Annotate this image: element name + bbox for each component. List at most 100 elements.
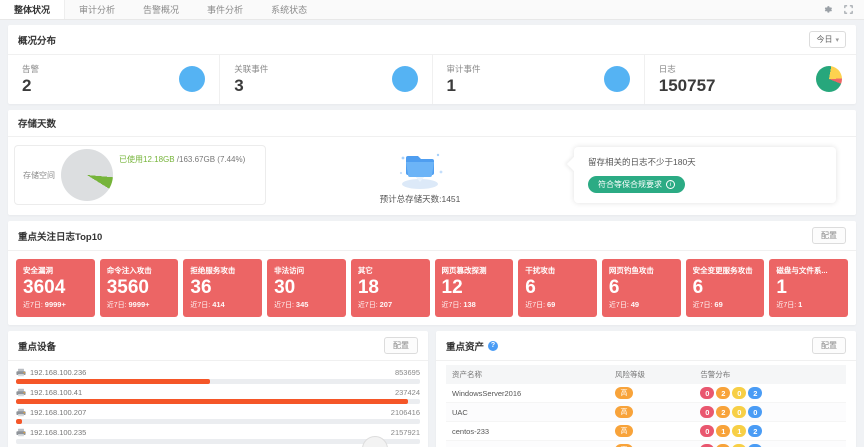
col-asset-name: 资产名称 bbox=[452, 370, 482, 379]
topbar-icons bbox=[822, 0, 864, 19]
help-icon[interactable]: ? bbox=[488, 340, 499, 351]
log-card[interactable]: 其它 18 近7日: 207 bbox=[350, 259, 430, 317]
recent-label: 近7日: bbox=[525, 301, 546, 309]
device-row[interactable]: 192.168.100.236 853695 bbox=[16, 365, 420, 385]
critical-count-badge: 0 bbox=[700, 444, 715, 447]
log-card-value: 3604 bbox=[23, 277, 66, 298]
tab-event-analysis[interactable]: 事件分析 bbox=[207, 5, 244, 15]
device-row[interactable]: 192.168.100.41 237424 bbox=[16, 385, 420, 405]
fullscreen-icon[interactable] bbox=[843, 4, 854, 15]
stat-label: 审计事件 bbox=[446, 64, 481, 74]
overview-stats: 告警 2 关联事件 3 审计事件 1 日志 1 bbox=[8, 55, 856, 104]
devices-config-button[interactable]: 配置 bbox=[384, 337, 418, 354]
tab-system-status[interactable]: 系统状态 bbox=[271, 5, 308, 15]
stat-value: 3 bbox=[234, 76, 244, 95]
stat-audit-events[interactable]: 审计事件 1 bbox=[433, 55, 645, 104]
log-card-name: 其它 bbox=[357, 266, 373, 275]
asset-name: Windows7 bbox=[452, 446, 615, 447]
log-card[interactable]: 网页篡改探测 12 近7日: 138 bbox=[434, 259, 514, 317]
device-row[interactable]: 192.168.100.235 2157921 bbox=[16, 425, 420, 445]
top-logs-section: 重点关注日志Top10 配置 安全漏洞 3604 近7日: 9999+ 命令注入… bbox=[8, 221, 856, 325]
low-count-badge: 2 bbox=[748, 444, 763, 447]
alert-badges: 0 1 1 2 bbox=[700, 425, 840, 437]
log-card-value: 3560 bbox=[106, 277, 149, 298]
log-card[interactable]: 磁盘与文件系... 1 近7日: 1 bbox=[769, 259, 849, 317]
stat-logs[interactable]: 日志 150757 bbox=[645, 55, 856, 104]
assets-config-button[interactable]: 配置 bbox=[812, 337, 846, 354]
log-card-name: 干扰攻击 bbox=[525, 266, 556, 275]
device-ip: 192.168.100.207 bbox=[30, 408, 87, 417]
asset-row[interactable]: WindowsServer2016 高 0 2 0 2 bbox=[446, 384, 846, 403]
device-icon bbox=[16, 388, 26, 397]
high-count-badge: 1 bbox=[716, 425, 731, 437]
tab-overall-status[interactable]: 整体状况 bbox=[0, 0, 66, 19]
log-card-name: 网页钓鱼攻击 bbox=[608, 266, 654, 275]
stat-value: 2 bbox=[22, 76, 32, 95]
tab-alert-overview[interactable]: 告警概况 bbox=[143, 5, 180, 15]
stat-value: 1 bbox=[446, 76, 456, 95]
log-card[interactable]: 安全漏洞 3604 近7日: 9999+ bbox=[16, 259, 95, 317]
device-row[interactable]: 192.168.100.207 2106416 bbox=[16, 405, 420, 425]
medium-count-badge: 1 bbox=[732, 425, 747, 437]
log-card-recent: 近7日: 414 bbox=[190, 300, 255, 310]
log-card[interactable]: 网页钓鱼攻击 6 近7日: 49 bbox=[601, 259, 681, 317]
log-card-recent: 近7日: 207 bbox=[358, 300, 423, 310]
stat-alerts[interactable]: 告警 2 bbox=[8, 55, 221, 104]
gear-icon[interactable] bbox=[822, 4, 833, 15]
device-count: 2157921 bbox=[390, 428, 420, 437]
high-count-badge: 2 bbox=[716, 406, 731, 418]
recent-value: 345 bbox=[295, 299, 309, 309]
device-ip: 192.168.100.41 bbox=[30, 388, 83, 397]
recent-label: 近7日: bbox=[357, 301, 378, 309]
log-card[interactable]: 非法访问 30 近7日: 345 bbox=[267, 259, 346, 317]
alert-badges: 0 2 0 0 bbox=[700, 406, 840, 418]
high-count-badge: 1 bbox=[716, 444, 731, 447]
log-card-recent: 近7日: 9999+ bbox=[107, 300, 172, 310]
high-count-badge: 2 bbox=[716, 387, 731, 399]
device-bar-fill bbox=[16, 379, 210, 384]
log-card[interactable]: 干扰攻击 6 近7日: 69 bbox=[518, 259, 597, 317]
low-count-badge: 2 bbox=[748, 425, 763, 437]
log-card-value: 30 bbox=[274, 277, 296, 298]
storage-body: 存储空间 已使用12.18GB /163.67GB (7.44%) bbox=[8, 137, 856, 215]
device-count: 237424 bbox=[394, 388, 420, 397]
stat-correlated-events[interactable]: 关联事件 3 bbox=[220, 55, 433, 104]
log-card-recent: 近7日: 69 bbox=[693, 300, 758, 310]
storage-section: 存储天数 存储空间 已使用12.18GB /163.67GB (7.44%) bbox=[8, 110, 856, 215]
compliance-text: 留存相关的日志不少于180天 bbox=[588, 157, 696, 167]
storage-usage-text: 已使用12.18GB /163.67GB (7.44%) bbox=[119, 154, 245, 165]
risk-level-badge: 高 bbox=[614, 406, 633, 418]
recent-value: 138 bbox=[463, 299, 476, 309]
top-tab-bar: 整体状况 审计分析 告警概况 事件分析 系统状态 bbox=[0, 0, 864, 20]
tab-audit-analysis[interactable]: 审计分析 bbox=[79, 5, 116, 15]
asset-row[interactable]: centos-233 高 0 1 1 2 bbox=[446, 422, 846, 441]
devices-section: 重点设备 配置 192.168.100.236 853695 bbox=[8, 331, 428, 447]
asset-row[interactable]: UAC 高 0 2 0 0 bbox=[446, 403, 846, 422]
asset-table: 资产名称 风险等级 告警分布 WindowsServer2016 高 0 2 0… bbox=[436, 361, 856, 447]
log-card[interactable]: 拒绝服务攻击 36 近7日: 414 bbox=[183, 259, 263, 317]
log-card-value: 6 bbox=[692, 277, 704, 298]
risk-level-badge: 高 bbox=[614, 425, 633, 437]
devices-title: 重点设备 bbox=[18, 341, 57, 353]
asset-row[interactable]: Windows7 高 0 1 0 2 bbox=[446, 441, 846, 447]
top-logs-config-button[interactable]: 配置 bbox=[812, 227, 846, 244]
compliance-button[interactable]: 符合等保合规要求 i bbox=[588, 176, 685, 193]
recent-value: 9999+ bbox=[44, 299, 66, 309]
assets-title-text: 重点资产 bbox=[446, 341, 485, 353]
alert-badges: 0 2 0 2 bbox=[700, 387, 840, 399]
log-card-recent: 近7日: 9999+ bbox=[23, 300, 88, 310]
device-icon bbox=[16, 408, 26, 417]
recent-value: 69 bbox=[547, 299, 556, 309]
device-count: 2106416 bbox=[390, 408, 420, 417]
log-card[interactable]: 命令注入攻击 3560 近7日: 9999+ bbox=[99, 259, 179, 317]
recent-label: 近7日: bbox=[274, 301, 294, 309]
event-circle-icon bbox=[391, 65, 418, 92]
date-range-select[interactable]: 今日 ▾ bbox=[809, 31, 846, 48]
storage-space-label: 存储空间 bbox=[23, 170, 55, 180]
device-bar-fill bbox=[16, 419, 23, 424]
log-card[interactable]: 安全变更服务攻击 6 近7日: 69 bbox=[685, 259, 765, 317]
low-count-badge: 2 bbox=[748, 387, 763, 399]
log-card-recent: 近7日: 345 bbox=[274, 300, 339, 310]
device-bar-track bbox=[16, 379, 420, 384]
recent-label: 近7日: bbox=[190, 301, 211, 309]
